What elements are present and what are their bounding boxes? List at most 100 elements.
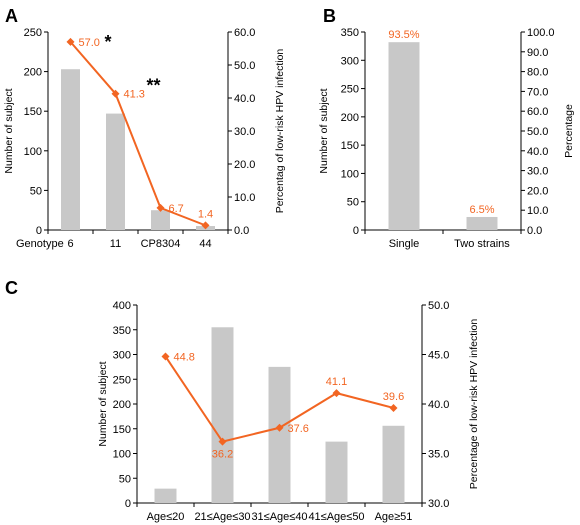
right-tick-label: 30.0 [527, 166, 548, 178]
line-data-label: 41.1 [326, 376, 347, 388]
panel-letter: B [323, 6, 336, 26]
right-tick-label: 10.0 [527, 205, 548, 217]
right-tick-label: 80.0 [527, 67, 548, 79]
right-tick-label: 60.0 [234, 27, 255, 39]
bar [325, 441, 348, 503]
right-tick-label: 40.0 [428, 399, 449, 411]
line-data-label: 6.7 [169, 203, 184, 215]
line-point [161, 352, 170, 361]
panel-a: A 0 50 100 150 200 250 0.0 10.0 20.0 30.0 40.0 50.0 6… [3, 6, 286, 250]
line-point [332, 389, 341, 398]
left-tick-label: 350 [341, 27, 359, 39]
left-tick-label: 300 [113, 350, 131, 362]
series-line [69, 41, 206, 227]
right-tick-label: 50.0 [428, 300, 449, 312]
line-data-label: 36.2 [212, 449, 233, 461]
right-tick-label: 20.0 [234, 159, 255, 171]
panel-c: C 0 50 100 150 200 250 300 350 400 30.0 35.0 40.0 45.… [5, 278, 480, 523]
x-category-label: Two strains [454, 238, 510, 250]
left-tick-label: 150 [24, 106, 42, 118]
left-tick-label: 50 [119, 473, 131, 485]
right-tick-label: 90.0 [527, 47, 548, 59]
x-category-label: 31≤Age≤40 [251, 511, 307, 523]
bar [61, 69, 80, 230]
panel-b: B 0 50 100 150 200 250 300 350 0.0 10.0 20.0 30.0 40.… [318, 6, 575, 250]
line-data-label: 41.3 [124, 89, 145, 101]
x-category-label: 6 [67, 238, 73, 250]
right-tick-label: 45.0 [428, 350, 449, 362]
right-tick-label: 60.0 [527, 106, 548, 118]
left-axis-title: Number of subject [3, 88, 15, 173]
right-tick-label: 40.0 [234, 93, 255, 105]
right-tick-label: 100.0 [527, 27, 555, 39]
right-tick-label: 50.0 [234, 60, 255, 72]
right-tick-label: 40.0 [527, 146, 548, 158]
line-point [218, 437, 227, 446]
x-category-label: Age≤20 [147, 511, 185, 523]
line-data-label: 44.8 [174, 351, 195, 363]
right-axis-title: Percentage of low-risk HPV infection [468, 319, 480, 490]
right-tick-label: 30.0 [428, 498, 449, 510]
line-data-label: 39.6 [383, 391, 404, 403]
bar [388, 42, 420, 230]
bar [268, 366, 291, 503]
left-tick-label: 150 [113, 424, 131, 436]
right-tick-label: 20.0 [527, 185, 548, 197]
x-category-label: Single [389, 238, 420, 250]
left-axis-title: Number of subject [318, 88, 330, 173]
bar-data-label: 6.5% [469, 204, 494, 216]
line-point [201, 221, 210, 230]
left-tick-label: 200 [113, 399, 131, 411]
left-tick-label: 0 [36, 225, 42, 237]
right-tick-label: 50.0 [527, 126, 548, 138]
bar [106, 113, 125, 230]
right-tick-label: 0.0 [527, 225, 542, 237]
right-tick-label: 30.0 [234, 126, 255, 138]
line-data-label: 37.6 [288, 423, 309, 435]
bar [382, 425, 405, 503]
left-tick-label: 400 [113, 300, 131, 312]
left-tick-label: 200 [341, 112, 359, 124]
line-data-label: 57.0 [79, 37, 100, 49]
right-tick-label: 35.0 [428, 449, 449, 461]
line-point [66, 37, 75, 46]
bar [466, 216, 498, 230]
left-tick-label: 0 [125, 498, 131, 510]
right-axis-title: Percentag of low-risk HPV infection [274, 49, 286, 214]
line-point [275, 423, 284, 432]
x-category-label: 41≤Age≤50 [308, 511, 364, 523]
panel-letter: C [5, 278, 18, 298]
left-tick-label: 350 [113, 325, 131, 337]
significance-marker: * [105, 32, 112, 52]
right-axis-title: Percentage [563, 104, 575, 158]
bar [211, 327, 234, 503]
panel-letter: A [5, 6, 18, 26]
right-tick-label: 70.0 [527, 86, 548, 98]
left-tick-label: 250 [24, 27, 42, 39]
left-tick-label: 50 [30, 185, 42, 197]
line-point [156, 203, 165, 212]
left-tick-label: 250 [113, 374, 131, 386]
x-category-label: 44 [199, 238, 211, 250]
line-point [111, 89, 120, 98]
line-point [389, 403, 398, 412]
left-tick-label: 100 [341, 168, 359, 180]
left-tick-label: 100 [24, 146, 42, 158]
bar [154, 488, 177, 503]
x-category-label: 11 [110, 238, 121, 250]
x-axis-prefix-label: Genotype [16, 238, 64, 250]
left-tick-label: 300 [341, 55, 359, 67]
right-tick-label: 0.0 [234, 225, 249, 237]
left-tick-label: 250 [341, 84, 359, 96]
x-category-label: CP8304 [141, 238, 181, 250]
left-tick-label: 0 [353, 225, 359, 237]
x-category-label: Age≥51 [375, 511, 413, 523]
left-axis-title: Number of subject [97, 361, 109, 446]
bar-data-label: 93.5% [388, 29, 419, 41]
line-data-label: 1.4 [198, 208, 213, 220]
left-tick-label: 150 [341, 140, 359, 152]
left-tick-label: 100 [113, 449, 131, 461]
x-category-label: 21≤Age≤30 [194, 511, 250, 523]
bar [151, 210, 170, 230]
